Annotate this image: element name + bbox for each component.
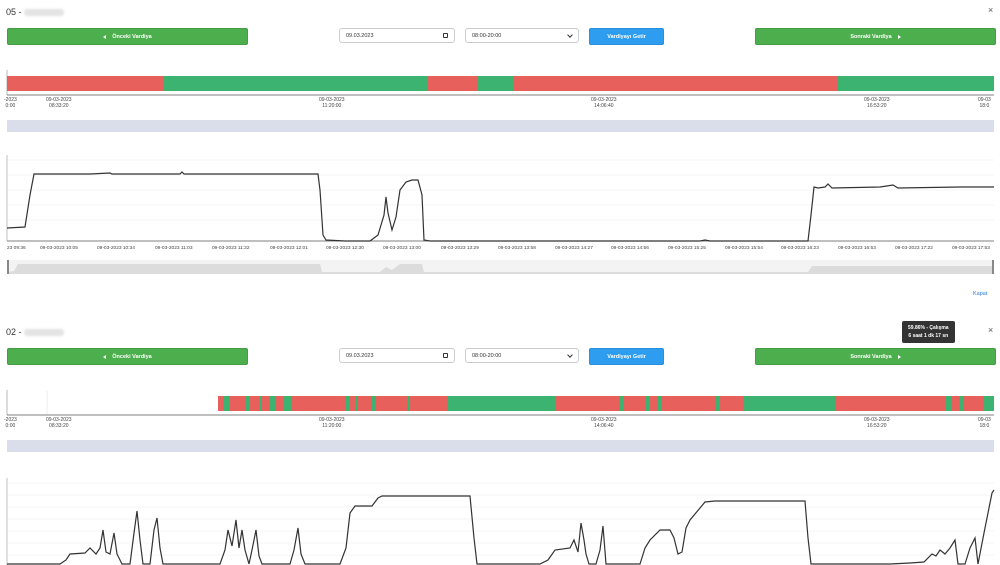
- calendar-icon[interactable]: [443, 353, 448, 358]
- blurred-name: [23, 9, 64, 17]
- navigator-handle-right[interactable]: [992, 260, 994, 274]
- timeline-tick: 09-03 18:0: [978, 417, 991, 429]
- timeline-tick: 09-03-2023 14:06:40: [591, 97, 617, 109]
- status-tooltip: 59.86% - Çalışma 6 saat 1 dk 17 sn: [902, 321, 955, 343]
- chart-tick: 09-03-2023 11:03: [155, 246, 193, 251]
- blurred-name: [23, 329, 64, 337]
- panel-title: 02 -: [6, 327, 64, 337]
- chart-tick: 09-03-2023 16:53: [838, 246, 876, 251]
- close-icon[interactable]: ×: [988, 5, 994, 15]
- timeline-tick: 09-03-2023 11:20:00: [319, 97, 345, 109]
- caret-right-icon: [897, 354, 901, 359]
- chart-tick: 09-03-2023 16:23: [781, 246, 819, 251]
- chart-tick: 09-03-2023 10:34: [97, 246, 135, 251]
- timeline-tick: 09-03-2023 08:33:20: [46, 417, 72, 429]
- signal-chart: [6, 155, 994, 242]
- timeline-navigator[interactable]: [7, 120, 994, 132]
- timeline-navigator[interactable]: [7, 440, 994, 452]
- chart-tick: 23 09:36: [7, 246, 26, 251]
- chevron-down-icon: [567, 351, 573, 358]
- caret-right-icon: [897, 34, 901, 39]
- chart-navigator[interactable]: [0, 258, 1000, 276]
- timeline-tick: 09-03-2023 08:33:20: [46, 97, 72, 109]
- close-icon[interactable]: ×: [988, 325, 994, 335]
- chart-tick: 09-03-2023 15:54: [725, 246, 763, 251]
- chart-tick: 09-03-2023 13:00: [383, 246, 421, 251]
- chart-tick: 09-03-2023 15:25: [668, 246, 706, 251]
- date-input[interactable]: 09.03.2023: [339, 348, 455, 363]
- chart-tick: 09-03-2023 12:01: [270, 246, 308, 251]
- signal-line: [7, 489, 995, 565]
- shift-select[interactable]: 08:00-20:00: [465, 28, 579, 43]
- next-shift-button[interactable]: Sonraki Vardiya: [755, 348, 996, 365]
- timeline-tick: 09-03-2023 16:53:20: [864, 97, 890, 109]
- timeline-tick: -2023 0:00: [4, 417, 17, 429]
- chart-tick: 09-03-2023 10:05: [40, 246, 78, 251]
- chart-tick: 09-03-2023 13:58: [498, 246, 536, 251]
- previous-shift-button[interactable]: Önceki Vardiya: [7, 348, 248, 365]
- caret-left-icon: [103, 354, 107, 359]
- timeline-tick: -2023 0:00: [4, 97, 17, 109]
- status-timeline[interactable]: [0, 390, 1000, 420]
- timeline-tick: 09-03-2023 16:53:20: [864, 417, 890, 429]
- next-shift-button[interactable]: Sonraki Vardiya: [755, 28, 996, 45]
- chart-tick: 09-03-2023 14:56: [611, 246, 649, 251]
- chart-tick: 09-03-2023 17:22: [895, 246, 933, 251]
- signal-chart: [6, 478, 995, 565]
- signal-line: [6, 171, 994, 242]
- chart-tick: 09-03-2023 12:30: [326, 246, 364, 251]
- navigator-handle-left[interactable]: [7, 260, 9, 274]
- date-input[interactable]: 09.03.2023: [339, 28, 455, 43]
- caret-left-icon: [103, 34, 107, 39]
- chart-tick: 09-03-2023 13:29: [441, 246, 479, 251]
- chart-tick: 09-03-2023 11:32: [212, 246, 250, 251]
- timeline-tick: 09-03-2023 11:20:00: [319, 417, 345, 429]
- timeline-tick: 09-03 18:0: [978, 97, 991, 109]
- chevron-down-icon: [567, 31, 573, 38]
- status-timeline[interactable]: [0, 70, 1000, 100]
- calendar-icon[interactable]: [443, 33, 448, 38]
- fetch-shift-button[interactable]: Vardiyayı Getir: [589, 28, 664, 45]
- close-link[interactable]: Kapat: [973, 291, 988, 297]
- chart-tick: 09-03-2023 14:27: [555, 246, 593, 251]
- panel-title: 05 -: [6, 7, 64, 17]
- timeline-tick: 09-03-2023 14:06:40: [591, 417, 617, 429]
- shift-select[interactable]: 08:00-20:00: [465, 348, 579, 363]
- fetch-shift-button[interactable]: Vardiyayı Getir: [589, 348, 664, 365]
- chart-tick: 09-03-2023 17:53: [952, 246, 990, 251]
- previous-shift-button[interactable]: Önceki Vardiya: [7, 28, 248, 45]
